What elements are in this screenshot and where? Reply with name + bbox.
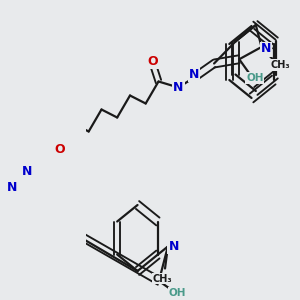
Text: CH₃: CH₃ [152, 274, 172, 284]
Text: O: O [55, 143, 65, 156]
Text: N: N [189, 68, 199, 81]
Text: OH: OH [246, 73, 264, 83]
Text: N: N [261, 43, 271, 56]
Text: O: O [148, 55, 158, 68]
Text: N: N [168, 240, 179, 253]
Text: N: N [173, 81, 184, 94]
Text: OH: OH [169, 288, 186, 298]
Text: N: N [7, 181, 17, 194]
Text: CH₃: CH₃ [270, 60, 290, 70]
Text: N: N [22, 165, 33, 178]
